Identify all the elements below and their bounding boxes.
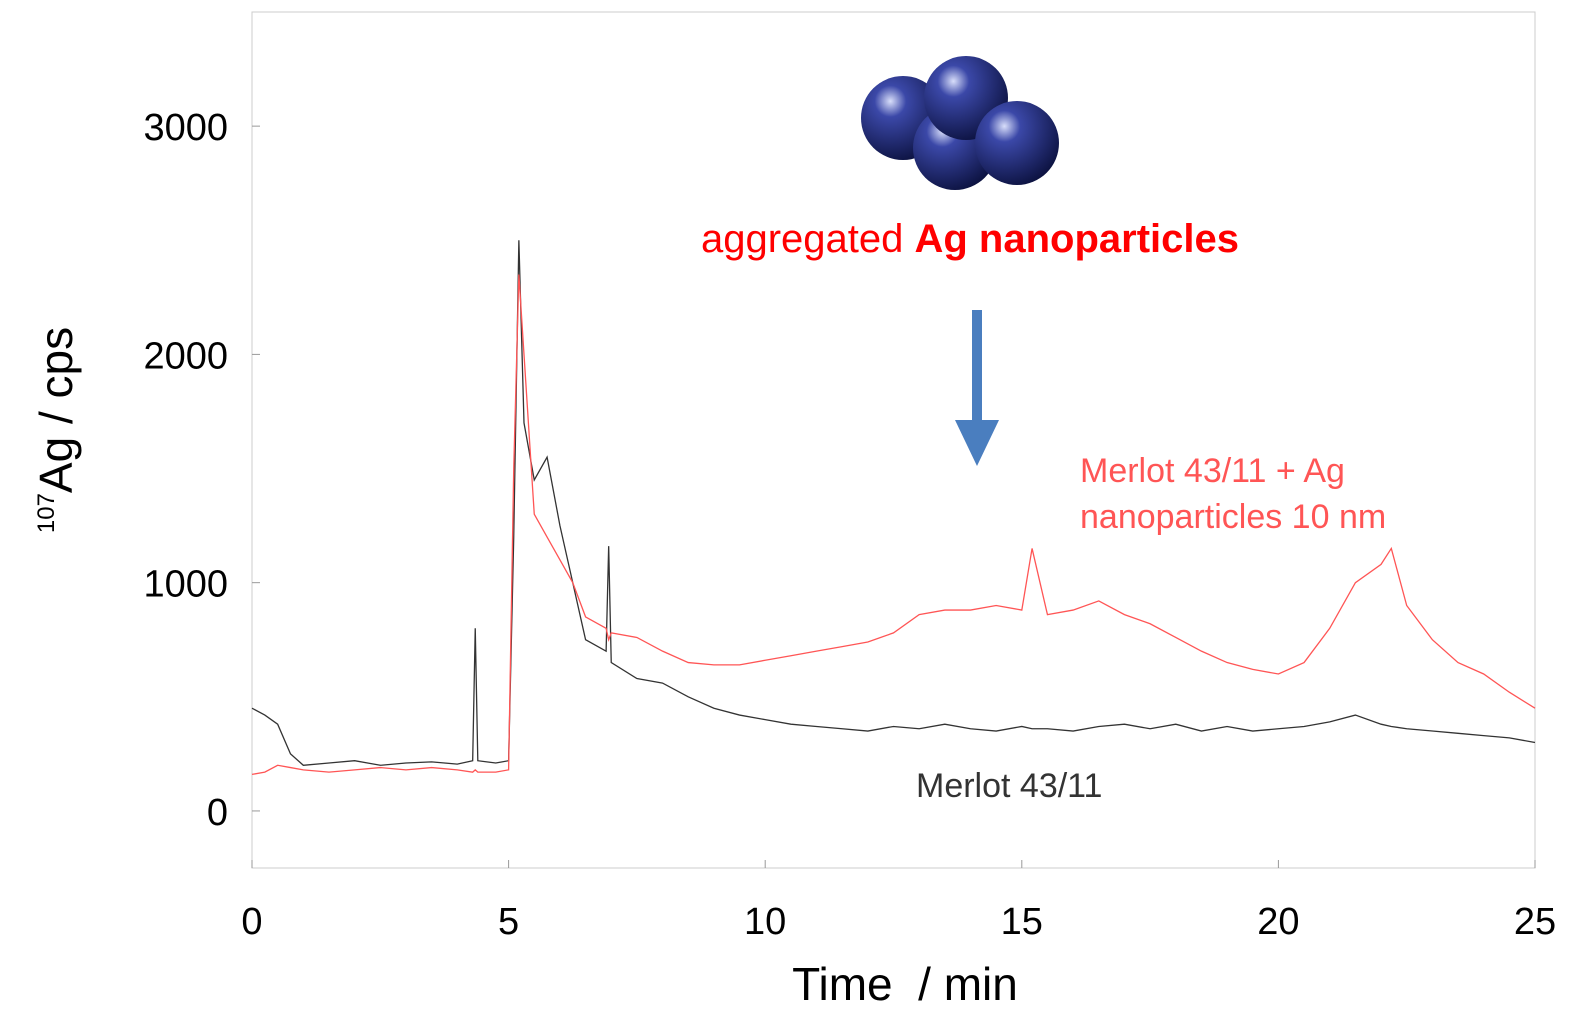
annotation-bold: Ag nanoparticles: [915, 217, 1240, 261]
annotation-text: aggregated: [701, 217, 903, 261]
annotation: aggregated Ag nanoparticles: [701, 217, 1239, 261]
x-tick-label: 10: [744, 901, 786, 943]
arrow: [955, 310, 999, 466]
series-line: [251, 274, 1536, 776]
y-tick-label: 3000: [143, 107, 228, 149]
y-tick-label: 2000: [143, 335, 228, 377]
x-tick-label: 25: [1514, 901, 1556, 943]
y-tick-label: 1000: [143, 564, 228, 606]
x-tick-label: 20: [1257, 901, 1299, 943]
y-axis-label-text: Ag / cps: [30, 327, 82, 493]
plot-frame: [251, 11, 1536, 869]
y-axis-label-sup: 107: [33, 493, 60, 533]
particles-icon: [861, 56, 1059, 190]
y-tick-label: 0: [207, 792, 228, 834]
x-tick-label: 15: [1001, 901, 1043, 943]
x-tick-label: 0: [241, 901, 262, 943]
series-label: Merlot 43/11 + Ag nanoparticles 10 nm: [1080, 452, 1387, 536]
series-label: Merlot 43/11: [916, 767, 1102, 805]
x-axis-label: Time / min: [792, 958, 1018, 1010]
y-axis-label: 107Ag / cps: [30, 327, 82, 533]
x-tick-label: 5: [498, 901, 519, 943]
series-line: [251, 240, 1536, 766]
